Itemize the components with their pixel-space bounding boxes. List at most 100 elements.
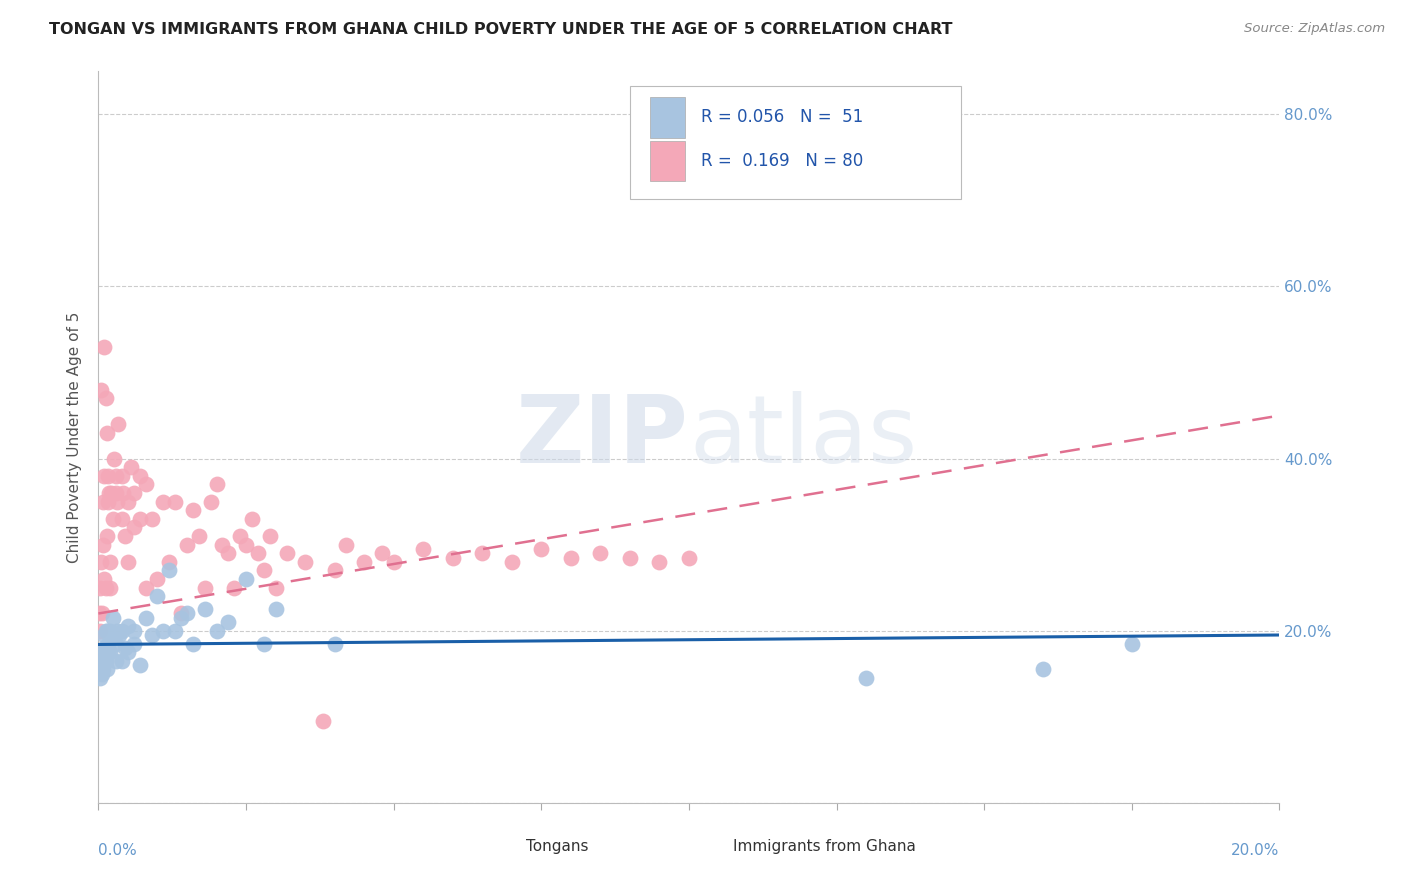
FancyBboxPatch shape (630, 86, 960, 200)
Point (96, 662, 118, 676)
Point (98, 624, 121, 638)
Point (312, 714, 335, 728)
Point (259, 529, 281, 543)
Point (90, 649, 112, 664)
Text: Source: ZipAtlas.com: Source: ZipAtlas.com (1244, 22, 1385, 36)
Point (276, 546, 298, 560)
Point (114, 640, 136, 655)
Point (98, 581, 121, 595)
Point (170, 607, 193, 621)
Point (98, 555, 121, 569)
Point (93, 340, 115, 354)
Point (323, 637, 346, 651)
Point (353, 555, 375, 569)
Point (98, 486, 121, 500)
Point (181, 503, 204, 517)
Point (176, 538, 198, 552)
Point (96, 624, 118, 638)
Point (100, 486, 122, 500)
Point (589, 546, 612, 560)
Point (194, 581, 217, 595)
Point (678, 550, 700, 565)
Point (229, 529, 252, 543)
Point (253, 564, 276, 578)
Point (141, 628, 163, 642)
Point (90, 383, 112, 397)
Point (170, 611, 193, 625)
Point (264, 602, 287, 616)
Point (224, 581, 246, 595)
Bar (488, 833, 515, 861)
Point (93, 572, 115, 586)
Point (135, 477, 157, 491)
Bar (695, 833, 721, 861)
Point (157, 564, 180, 578)
Point (253, 637, 276, 651)
Point (117, 619, 139, 633)
Point (93, 628, 115, 642)
Point (101, 512, 124, 526)
Point (205, 477, 228, 491)
Point (294, 555, 316, 569)
Point (217, 615, 239, 629)
Point (855, 671, 877, 685)
Point (97, 468, 120, 483)
Point (122, 520, 145, 534)
Point (103, 451, 125, 466)
Point (194, 602, 217, 616)
Point (205, 624, 228, 638)
Point (94, 581, 117, 595)
Point (105, 494, 128, 508)
Point (648, 555, 671, 569)
Point (412, 541, 434, 556)
Point (135, 611, 157, 625)
Point (128, 512, 150, 526)
Point (87, 607, 110, 621)
Y-axis label: Child Poverty Under the Age of 5: Child Poverty Under the Age of 5 (67, 311, 83, 563)
Point (91, 666, 114, 681)
Point (90, 658, 112, 673)
Point (135, 581, 157, 595)
Text: TONGAN VS IMMIGRANTS FROM GHANA CHILD POVERTY UNDER THE AGE OF 5 CORRELATION CHA: TONGAN VS IMMIGRANTS FROM GHANA CHILD PO… (49, 22, 953, 37)
Text: 0.0%: 0.0% (98, 843, 138, 858)
Text: 20.0%: 20.0% (1232, 843, 1279, 858)
Point (91, 645, 114, 659)
Point (93, 640, 115, 655)
Point (105, 624, 128, 638)
Point (165, 494, 187, 508)
Point (89, 671, 111, 685)
Point (619, 550, 641, 565)
Point (141, 512, 163, 526)
Point (530, 541, 553, 556)
Text: ZIP: ZIP (516, 391, 689, 483)
Point (471, 546, 494, 560)
Point (93, 654, 115, 668)
Point (97, 637, 120, 651)
Bar (650, 141, 685, 181)
Point (90, 555, 112, 569)
Point (165, 624, 187, 638)
Point (91, 662, 114, 676)
Point (117, 645, 139, 659)
Point (117, 555, 139, 569)
Point (117, 494, 139, 508)
Point (246, 546, 269, 560)
Point (335, 538, 357, 552)
Point (91, 538, 114, 552)
Text: Immigrants from Ghana: Immigrants from Ghana (733, 839, 915, 855)
Point (146, 589, 169, 603)
Point (103, 611, 125, 625)
Point (235, 538, 257, 552)
Point (217, 546, 239, 560)
Point (122, 637, 145, 651)
Point (235, 572, 257, 586)
Bar (650, 97, 685, 137)
Point (94, 654, 117, 668)
Point (122, 624, 145, 638)
Point (111, 624, 134, 638)
Point (91, 607, 114, 621)
Text: Tongans: Tongans (526, 839, 589, 855)
Point (1032, 662, 1054, 676)
Point (107, 417, 129, 432)
Point (96, 529, 118, 543)
